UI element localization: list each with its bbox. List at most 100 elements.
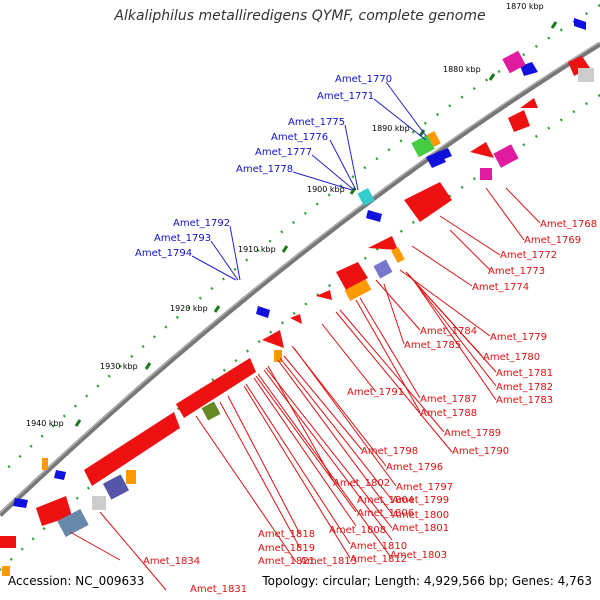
- gene-reverse: [54, 470, 66, 480]
- gene-label: Amet_1804: [357, 495, 414, 506]
- gene-label: Amet_1781: [496, 368, 553, 379]
- gene-label: Amet_1772: [500, 250, 557, 261]
- gene-box: [357, 188, 375, 206]
- tick-label: 1940 kbp: [26, 419, 64, 428]
- gene-box: [0, 536, 16, 548]
- gene-label: Amet_1821: [258, 556, 315, 567]
- tick-label: 1910 kbp: [238, 245, 276, 254]
- gene-forward: [470, 142, 494, 158]
- tick-mark: [281, 245, 289, 253]
- tick-labels: 1870 kbp 1880 kbp 1890 kbp 1900 kbp 1910 kbp…: [26, 2, 544, 428]
- gene-label: Amet_1806: [357, 508, 414, 519]
- gene-label: Amet_1769: [524, 235, 581, 246]
- gene-label: Amet_1778: [236, 164, 293, 175]
- tick-mark: [418, 129, 426, 137]
- gene-label: Amet_1783: [496, 395, 553, 406]
- tick-mark: [213, 305, 221, 313]
- gene-forward: [262, 330, 284, 348]
- gene-label: Amet_1776: [271, 132, 328, 143]
- gene-forward: [508, 110, 530, 132]
- gene-label: Amet_1802: [333, 478, 390, 489]
- gene-forward: [568, 56, 590, 76]
- gene-box: [427, 130, 441, 148]
- gene-label: Amet_1771: [317, 91, 374, 102]
- gene-forward: [290, 314, 302, 324]
- gene-box: [344, 279, 372, 301]
- tick-label: 1900 kbp: [307, 185, 345, 194]
- gene-box: [391, 246, 405, 264]
- tick-label: 1880 kbp: [443, 65, 481, 74]
- gene-features: [0, 18, 594, 576]
- gene-reverse: [256, 306, 270, 318]
- gene-box: [102, 474, 130, 500]
- gene-label: Amet_1773: [488, 266, 545, 277]
- gene-label: Amet_1787: [420, 394, 477, 405]
- gene-reverse: [520, 62, 538, 76]
- gene-box: [480, 168, 492, 180]
- gene-forward: [368, 236, 398, 250]
- gene-label: Amet_1779: [490, 332, 547, 343]
- gene-label: Amet_1801: [392, 523, 449, 534]
- tick-mark: [349, 187, 357, 195]
- gene-label: Amet_1791: [347, 387, 404, 398]
- gene-label: Amet_1800: [392, 510, 449, 521]
- tick-label: 1920 kbp: [170, 304, 208, 313]
- tick-label: 1870 kbp: [506, 2, 544, 11]
- gene-reverse: [574, 18, 586, 30]
- gene-box: [92, 496, 106, 510]
- gene-forward: [316, 290, 332, 300]
- gene-box: [373, 259, 393, 279]
- gene-label: Amet_1785: [404, 340, 461, 351]
- gene-label: Amet_1794: [135, 248, 192, 259]
- gene-label: Amet_1775: [288, 117, 345, 128]
- gene-box: [57, 508, 89, 538]
- map-title: Alkaliphilus metalliredigens QYMF, compl…: [114, 8, 486, 24]
- gene-label: Amet_1797: [396, 482, 453, 493]
- tick-mark: [144, 362, 152, 370]
- gene-label: Amet_1810: [350, 541, 407, 552]
- gene-label: Amet_1818: [258, 529, 315, 540]
- gene-label: Amet_1793: [154, 233, 211, 244]
- gene-label: Amet_1819: [258, 543, 315, 554]
- gene-label: Amet_1774: [472, 282, 529, 293]
- gene-forward: [176, 358, 256, 418]
- tick-label: 1930 kbp: [100, 362, 138, 371]
- gene-label: Amet_1780: [483, 352, 540, 363]
- tick-mark: [550, 21, 558, 29]
- gene-label: Amet_1799: [392, 495, 449, 506]
- gene-label: Amet_1798: [361, 446, 418, 457]
- gene-label: Amet_1808: [329, 525, 386, 536]
- gene-label: Amet_1834: [143, 556, 200, 567]
- gene-forward: [404, 182, 452, 222]
- gene-box: [502, 50, 526, 74]
- gene-label: Amet_1770: [335, 74, 392, 85]
- gene-box: [274, 350, 282, 362]
- gene-label: Amet_1812: [350, 554, 407, 565]
- genome-backbone: [0, 41, 600, 517]
- gene-box: [42, 458, 48, 470]
- gene-labels: Amet_1770 Amet_1771 Amet_1775 Amet_1776 Amet…: [135, 74, 597, 595]
- gene-label: Amet_1796: [386, 462, 443, 473]
- tick-mark: [488, 73, 496, 81]
- gene-label: Amet_1768: [540, 219, 597, 230]
- accession-text: Accession: NC_009633: [8, 574, 145, 588]
- gene-label: Amet_1803: [390, 550, 447, 561]
- gene-reverse: [366, 210, 382, 222]
- gene-box: [201, 401, 221, 421]
- scale-ticks: [74, 21, 558, 427]
- gene-reverse: [438, 148, 452, 160]
- gene-box: [411, 134, 435, 158]
- leader-lines: [69, 81, 541, 591]
- gene-label: Amet_1777: [255, 147, 312, 158]
- gene-label: Amet_1792: [173, 218, 230, 229]
- gene-label: Amet_1784: [420, 326, 477, 337]
- topology-text: Topology: circular; Length: 4,929,566 bp…: [262, 574, 592, 588]
- gene-forward: [336, 262, 368, 290]
- tick-label: 1890 kbp: [372, 124, 410, 133]
- gene-label: Amet_1782: [496, 382, 553, 393]
- gene-label: Amet_1788: [420, 408, 477, 419]
- tick-mark: [74, 419, 82, 427]
- gene-label: Amet_1789: [444, 428, 501, 439]
- gene-reverse: [13, 498, 28, 508]
- gene-label: Amet_1790: [452, 446, 509, 457]
